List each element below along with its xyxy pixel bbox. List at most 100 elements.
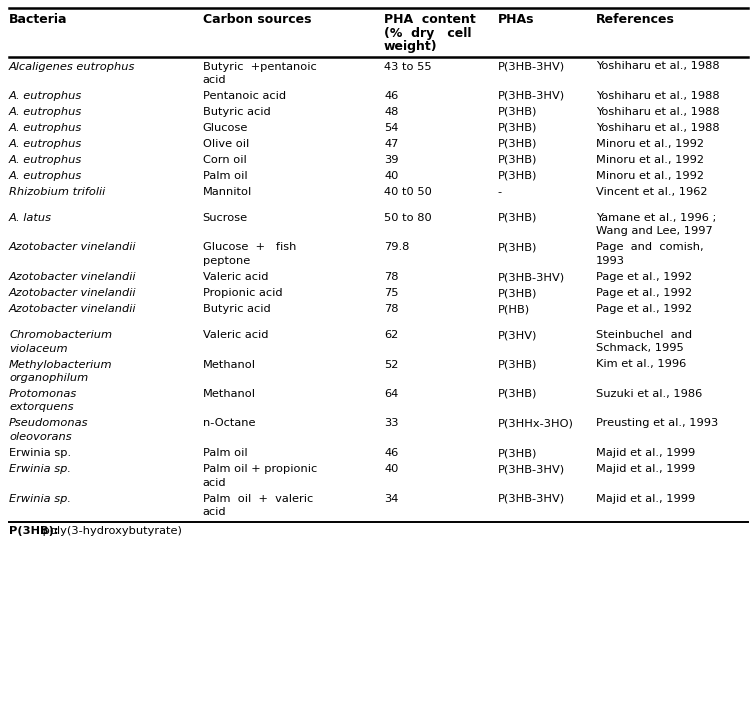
Text: Sucrose: Sucrose (203, 213, 248, 223)
Text: A. latus: A. latus (9, 213, 52, 223)
Text: A. eutrophus: A. eutrophus (9, 171, 82, 181)
Text: Chromobacterium: Chromobacterium (9, 330, 112, 340)
Text: Methylobacterium: Methylobacterium (9, 359, 113, 370)
Text: 75: 75 (384, 288, 398, 298)
Text: P(3HB): P(3HB) (497, 139, 537, 149)
Text: Wang and Lee, 1997: Wang and Lee, 1997 (596, 227, 712, 237)
Text: Protomonas: Protomonas (9, 389, 77, 399)
Text: References: References (596, 13, 674, 26)
Text: P(3HB): P(3HB) (497, 288, 537, 298)
Text: Page et al., 1992: Page et al., 1992 (596, 304, 692, 314)
Text: P(3HB): P(3HB) (497, 359, 537, 370)
Text: Page et al., 1992: Page et al., 1992 (596, 288, 692, 298)
Text: Schmack, 1995: Schmack, 1995 (596, 343, 683, 354)
Text: Majid et al., 1999: Majid et al., 1999 (596, 494, 695, 504)
Text: organophilum: organophilum (9, 373, 88, 383)
Text: n-Octane: n-Octane (203, 418, 255, 428)
Text: Palm oil: Palm oil (203, 448, 247, 458)
Text: weight): weight) (384, 40, 438, 53)
Text: Erwinia sp.: Erwinia sp. (9, 464, 71, 474)
Text: Yoshiharu et al., 1988: Yoshiharu et al., 1988 (596, 107, 720, 117)
Text: Page  and  comish,: Page and comish, (596, 242, 703, 253)
Text: P(3HB): P(3HB) (497, 171, 537, 181)
Text: Erwinia sp.: Erwinia sp. (9, 448, 71, 458)
Text: Corn oil: Corn oil (203, 155, 246, 165)
Text: Suzuki et al., 1986: Suzuki et al., 1986 (596, 389, 702, 399)
Text: Glucose: Glucose (203, 123, 248, 133)
Text: Propionic acid: Propionic acid (203, 288, 282, 298)
Text: P(3HB): P(3HB) (497, 242, 537, 253)
Text: Valeric acid: Valeric acid (203, 272, 268, 282)
Text: Azotobacter vinelandii: Azotobacter vinelandii (9, 304, 137, 314)
Text: Erwinia sp.: Erwinia sp. (9, 494, 71, 504)
Text: Rhizobium trifolii: Rhizobium trifolii (9, 187, 105, 197)
Text: Methanol: Methanol (203, 359, 256, 370)
Text: P(3HB):: P(3HB): (9, 526, 58, 537)
Text: Page et al., 1992: Page et al., 1992 (596, 272, 692, 282)
Text: 62: 62 (384, 330, 398, 340)
Text: extorquens: extorquens (9, 402, 73, 412)
Text: Olive oil: Olive oil (203, 139, 249, 149)
Text: P(HB): P(HB) (497, 304, 529, 314)
Text: A. eutrophus: A. eutrophus (9, 91, 82, 101)
Text: P(3HB): P(3HB) (497, 213, 537, 223)
Text: Yoshiharu et al., 1988: Yoshiharu et al., 1988 (596, 91, 720, 101)
Text: Pentanoic acid: Pentanoic acid (203, 91, 286, 101)
Text: Steinbuchel  and: Steinbuchel and (596, 330, 692, 340)
Text: Butyric acid: Butyric acid (203, 107, 271, 117)
Text: 79.8: 79.8 (384, 242, 410, 253)
Text: 50 to 80: 50 to 80 (384, 213, 432, 223)
Text: A. eutrophus: A. eutrophus (9, 107, 82, 117)
Text: Butyric  +pentanoic: Butyric +pentanoic (203, 62, 316, 71)
Text: 52: 52 (384, 359, 398, 370)
Text: Glucose  +   fish: Glucose + fish (203, 242, 296, 253)
Text: acid: acid (203, 478, 226, 487)
Text: 46: 46 (384, 448, 398, 458)
Text: Valeric acid: Valeric acid (203, 330, 268, 340)
Text: P(3HV): P(3HV) (497, 330, 537, 340)
Text: Azotobacter vinelandii: Azotobacter vinelandii (9, 272, 137, 282)
Text: Kim et al., 1996: Kim et al., 1996 (596, 359, 686, 370)
Text: 64: 64 (384, 389, 398, 399)
Text: Minoru et al., 1992: Minoru et al., 1992 (596, 139, 704, 149)
Text: Preusting et al., 1993: Preusting et al., 1993 (596, 418, 718, 428)
Text: 33: 33 (384, 418, 398, 428)
Text: Methanol: Methanol (203, 389, 256, 399)
Text: A. eutrophus: A. eutrophus (9, 155, 82, 165)
Text: P(3HB): P(3HB) (497, 123, 537, 133)
Text: 78: 78 (384, 272, 398, 282)
Text: 48: 48 (384, 107, 398, 117)
Text: Palm oil: Palm oil (203, 171, 247, 181)
Text: 78: 78 (384, 304, 398, 314)
Text: P(3HB-3HV): P(3HB-3HV) (497, 494, 565, 504)
Text: Palm oil + propionic: Palm oil + propionic (203, 464, 317, 474)
Text: Carbon sources: Carbon sources (203, 13, 311, 26)
Text: 1993: 1993 (596, 256, 624, 266)
Text: Yoshiharu et al., 1988: Yoshiharu et al., 1988 (596, 123, 720, 133)
Text: 43 to 55: 43 to 55 (384, 62, 432, 71)
Text: PHAs: PHAs (497, 13, 534, 26)
Text: oleovorans: oleovorans (9, 432, 72, 442)
Text: acid: acid (203, 75, 226, 85)
Text: PHA  content: PHA content (384, 13, 476, 26)
Text: Butyric acid: Butyric acid (203, 304, 271, 314)
Text: poly(3-hydroxybutyrate): poly(3-hydroxybutyrate) (39, 526, 181, 537)
Text: Minoru et al., 1992: Minoru et al., 1992 (596, 155, 704, 165)
Text: Azotobacter vinelandii: Azotobacter vinelandii (9, 288, 137, 298)
Text: P(3HB-3HV): P(3HB-3HV) (497, 62, 565, 71)
Text: 39: 39 (384, 155, 398, 165)
Text: Azotobacter vinelandii: Azotobacter vinelandii (9, 242, 137, 253)
Text: Mannitol: Mannitol (203, 187, 252, 197)
Text: P(3HB): P(3HB) (497, 389, 537, 399)
Text: Majid et al., 1999: Majid et al., 1999 (596, 464, 695, 474)
Text: A. eutrophus: A. eutrophus (9, 139, 82, 149)
Text: acid: acid (203, 507, 226, 517)
Text: P(3HB): P(3HB) (497, 155, 537, 165)
Text: Minoru et al., 1992: Minoru et al., 1992 (596, 171, 704, 181)
Text: P(3HB-3HV): P(3HB-3HV) (497, 91, 565, 101)
Text: Palm  oil  +  valeric: Palm oil + valeric (203, 494, 313, 504)
Text: Yamane et al., 1996 ;: Yamane et al., 1996 ; (596, 213, 716, 223)
Text: violaceum: violaceum (9, 343, 68, 354)
Text: -: - (497, 187, 501, 197)
Text: 54: 54 (384, 123, 398, 133)
